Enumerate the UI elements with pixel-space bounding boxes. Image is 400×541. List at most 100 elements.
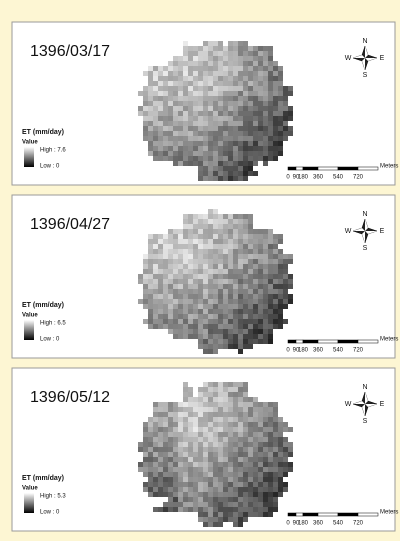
raster-cell [258, 86, 263, 91]
raster-cell [223, 309, 228, 314]
raster-cell [243, 171, 248, 176]
raster-cell [178, 472, 183, 477]
raster-cell [193, 116, 198, 121]
raster-cell [158, 151, 163, 156]
raster-cell [243, 136, 248, 141]
raster-cell [178, 284, 183, 289]
raster-cell [158, 259, 163, 264]
raster-cell [203, 146, 208, 151]
raster-cell [178, 289, 183, 294]
raster-cell [183, 56, 188, 61]
raster-cell [243, 497, 248, 502]
raster-cell [208, 387, 213, 392]
raster-cell [163, 299, 168, 304]
raster-cell [158, 437, 163, 442]
raster-cell [278, 314, 283, 319]
raster-cell [243, 387, 248, 392]
raster-cell [188, 126, 193, 131]
raster-cell [168, 66, 173, 71]
raster-cell [278, 101, 283, 106]
raster-cell [203, 299, 208, 304]
raster-cell [233, 66, 238, 71]
raster-cell [208, 319, 213, 324]
raster-cell [193, 492, 198, 497]
raster-cell [183, 249, 188, 254]
raster-cell [183, 254, 188, 259]
raster-cell [208, 422, 213, 427]
raster-cell [233, 462, 238, 467]
raster-cell [208, 447, 213, 452]
raster-cell [248, 71, 253, 76]
raster-cell [213, 382, 218, 387]
raster-cell [153, 116, 158, 121]
raster-cell [273, 86, 278, 91]
raster-cell [138, 279, 143, 284]
raster-cell [228, 116, 233, 121]
raster-cell [213, 214, 218, 219]
raster-cell [213, 71, 218, 76]
raster-cell [238, 344, 243, 349]
raster-cell [283, 96, 288, 101]
raster-cell [223, 219, 228, 224]
raster-cell [143, 91, 148, 96]
raster-cell [258, 289, 263, 294]
raster-cell [143, 96, 148, 101]
raster-cell [218, 66, 223, 71]
raster-cell [168, 492, 173, 497]
raster-cell [258, 477, 263, 482]
raster-cell [248, 407, 253, 412]
raster-cell [163, 442, 168, 447]
raster-cell [168, 234, 173, 239]
raster-cell [193, 244, 198, 249]
raster-cell [243, 482, 248, 487]
raster-cell [183, 412, 188, 417]
raster-cell [238, 517, 243, 522]
raster-cell [208, 392, 213, 397]
raster-cell [218, 304, 223, 309]
raster-cell [268, 86, 273, 91]
raster-cell [223, 166, 228, 171]
raster-cell [183, 146, 188, 151]
raster-cell [153, 101, 158, 106]
raster-cell [238, 422, 243, 427]
raster-cell [193, 422, 198, 427]
raster-cell [158, 234, 163, 239]
raster-cell [158, 116, 163, 121]
raster-cell [228, 397, 233, 402]
raster-cell [193, 106, 198, 111]
raster-cell [233, 146, 238, 151]
raster-cell [223, 507, 228, 512]
raster-cell [248, 507, 253, 512]
scale-segment [318, 340, 338, 343]
raster-cell [283, 279, 288, 284]
raster-cell [233, 507, 238, 512]
raster-cell [148, 101, 153, 106]
raster-cell [198, 412, 203, 417]
raster-cell [268, 309, 273, 314]
raster-cell [188, 136, 193, 141]
raster-cell [233, 91, 238, 96]
raster-cell [148, 131, 153, 136]
raster-cell [198, 417, 203, 422]
raster-cell [243, 457, 248, 462]
raster-cell [263, 61, 268, 66]
raster-cell [153, 309, 158, 314]
raster-cell [213, 161, 218, 166]
raster-cell [178, 96, 183, 101]
raster-cell [173, 462, 178, 467]
raster-cell [143, 432, 148, 437]
raster-cell [258, 472, 263, 477]
raster-cell [273, 156, 278, 161]
raster-cell [163, 294, 168, 299]
raster-cell [263, 294, 268, 299]
raster-cell [163, 452, 168, 457]
raster-cell [198, 151, 203, 156]
raster-cell [198, 214, 203, 219]
raster-cell [173, 66, 178, 71]
raster-cell [188, 56, 193, 61]
raster-cell [183, 427, 188, 432]
raster-cell [173, 229, 178, 234]
raster-cell [218, 81, 223, 86]
raster-cell [218, 121, 223, 126]
raster-cell [163, 284, 168, 289]
